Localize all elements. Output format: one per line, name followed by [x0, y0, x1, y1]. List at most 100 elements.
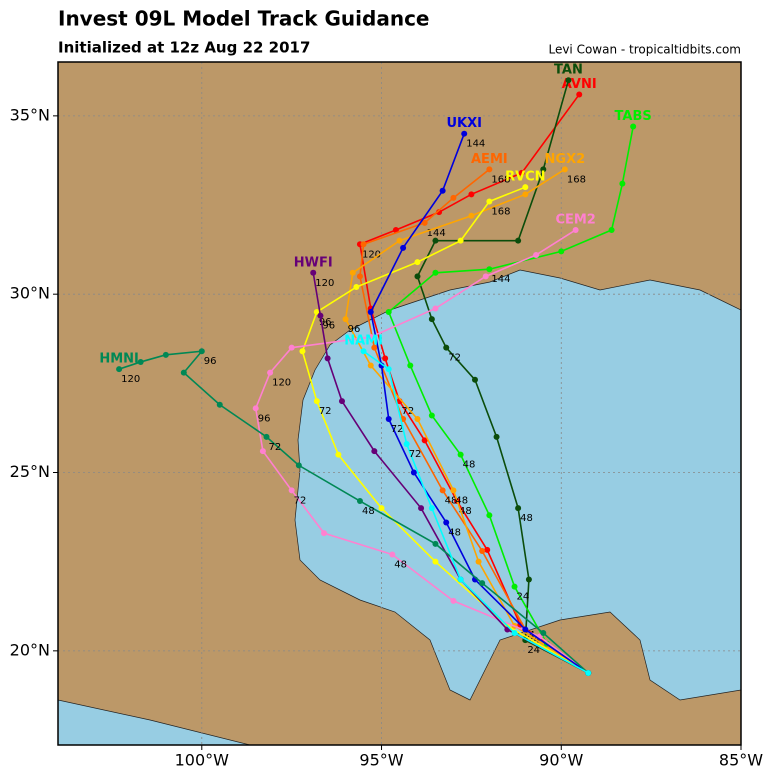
track-point — [371, 448, 378, 455]
forecast-hour: 96 — [348, 324, 361, 335]
track-line — [344, 168, 589, 674]
track-point — [450, 194, 457, 201]
track-point — [263, 433, 270, 440]
track-point — [486, 266, 493, 273]
forecast-hour: 96 — [322, 321, 335, 332]
forecast-hour: 48 — [455, 495, 468, 506]
track-point — [522, 626, 529, 633]
track-point — [378, 505, 385, 512]
track-point — [414, 416, 421, 423]
track-point — [484, 546, 491, 553]
forecast-hour: 168 — [567, 174, 586, 185]
model-name: UKXI — [446, 116, 482, 131]
track-point — [288, 344, 295, 351]
model-track: 72 NAMI — [344, 334, 592, 676]
y-tick-label: 25°N — [10, 462, 50, 481]
track-point — [457, 576, 464, 583]
track-point — [468, 212, 475, 219]
track-point — [450, 487, 457, 494]
track-point — [525, 576, 532, 583]
forecast-hour: 48 — [394, 560, 407, 571]
forecast-hour: 120 — [362, 249, 381, 260]
track-point — [479, 580, 486, 587]
model-track: 48 96 168 NGX2 — [342, 152, 592, 676]
track-point — [137, 358, 144, 365]
forecast-hour: 72 — [409, 449, 422, 460]
forecast-hour: 48 — [459, 506, 472, 517]
track-point — [486, 198, 493, 205]
track-point — [457, 237, 464, 244]
track-point — [356, 498, 363, 505]
track-point — [565, 77, 572, 84]
track-point — [317, 312, 324, 319]
forecast-hour: 72 — [402, 406, 415, 417]
track-point — [576, 91, 583, 98]
x-tick-label: 85°W — [719, 751, 763, 769]
track-point — [385, 309, 392, 316]
track-point — [461, 130, 468, 137]
track-point — [349, 269, 356, 276]
track-point — [482, 273, 489, 280]
track-point — [511, 630, 518, 637]
track-point — [313, 398, 320, 405]
track-point — [392, 226, 399, 233]
model-name: TAN — [554, 63, 583, 78]
track-point — [443, 519, 450, 526]
x-tick-label: 100°W — [175, 751, 230, 769]
track-point — [421, 219, 428, 226]
forecast-hour: 120 — [121, 374, 140, 385]
track-point — [619, 180, 626, 187]
track-point — [511, 583, 518, 590]
model-name: NAMI — [344, 334, 383, 349]
track-point — [321, 530, 328, 537]
track-point — [540, 630, 547, 637]
credit: Levi Cowan - tropicaltidbits.com — [548, 43, 741, 57]
track-point — [367, 309, 374, 316]
track-point — [428, 412, 435, 419]
track-point — [414, 259, 421, 266]
track-point — [310, 269, 317, 276]
forecast-hour: 72 — [391, 424, 404, 435]
track-point — [540, 166, 547, 173]
track-point — [572, 226, 579, 233]
track-point — [493, 433, 500, 440]
track-line — [387, 126, 634, 674]
track-point — [421, 437, 428, 444]
track-point — [522, 184, 529, 191]
track-point — [371, 344, 378, 351]
track-point — [414, 273, 421, 280]
forecast-hour: 48 — [448, 527, 461, 538]
track-point — [522, 191, 529, 198]
forecast-hour: 24 — [517, 592, 530, 603]
track-point — [432, 558, 439, 565]
forecast-hour: 24 — [527, 645, 540, 656]
forecast-hour: 144 — [491, 274, 510, 285]
track-point — [288, 487, 295, 494]
track-point — [400, 244, 407, 251]
track-point — [335, 451, 342, 458]
track-point — [216, 401, 223, 408]
track-point — [450, 597, 457, 604]
track-point — [443, 344, 450, 351]
track-point — [342, 316, 349, 323]
model-name: HMNI — [99, 352, 139, 367]
track-point — [385, 416, 392, 423]
track-point — [198, 348, 205, 355]
track-point — [267, 369, 274, 376]
track-point — [479, 547, 486, 554]
track-point — [353, 284, 360, 291]
y-tick-label: 35°N — [10, 105, 50, 124]
track-point — [418, 505, 425, 512]
forecast-hour: 96 — [204, 356, 217, 367]
track-point — [324, 355, 331, 362]
gulf-of-mexico — [294, 269, 741, 701]
track-point — [252, 405, 259, 412]
map-subtitle: Initialized at 12z Aug 22 2017 — [58, 39, 310, 57]
forecast-hour: 72 — [268, 442, 281, 453]
x-tick-label: 90°W — [539, 751, 583, 769]
model-name: NGX2 — [545, 152, 586, 167]
track-point — [432, 237, 439, 244]
track-point — [378, 362, 385, 369]
forecast-hour: 48 — [463, 460, 476, 471]
